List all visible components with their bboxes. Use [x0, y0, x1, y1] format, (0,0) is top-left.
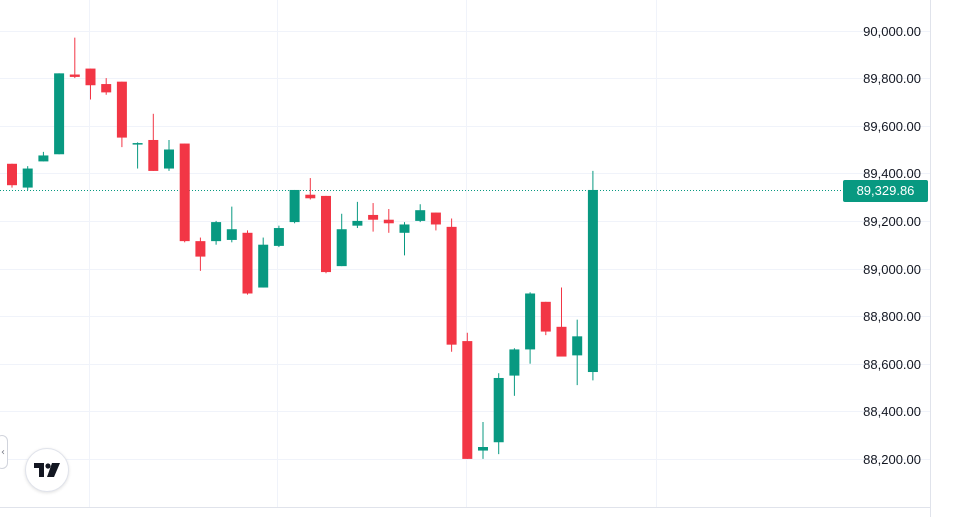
- candle: [462, 332, 473, 459]
- candle-body: [242, 232, 253, 294]
- candle-body: [22, 168, 33, 188]
- candle: [321, 195, 331, 274]
- candle-body: [54, 73, 65, 155]
- candle-body: [525, 293, 536, 350]
- candle: [587, 170, 598, 381]
- candle: [336, 213, 347, 267]
- candle-body: [305, 194, 316, 199]
- candle: [430, 212, 441, 231]
- price-axis: 90,000.00 89,800.00 89,600.00 89,400.00 89,2…: [863, 24, 921, 467]
- y-tick-label: 89,000.00: [863, 262, 921, 277]
- candle: [85, 68, 96, 100]
- candle: [226, 206, 237, 243]
- candle-body: [446, 226, 457, 345]
- candle-body: [556, 326, 567, 357]
- candle-body: [164, 149, 174, 169]
- candle: [556, 287, 567, 357]
- y-tick-label: 90,000.00: [863, 24, 921, 39]
- candle: [148, 113, 159, 171]
- candle-body: [289, 189, 300, 223]
- candle-body: [211, 222, 222, 242]
- candle-body: [179, 143, 190, 242]
- last-price-badge: 89,329.86: [843, 180, 928, 202]
- candle: [101, 78, 112, 95]
- y-tick-label: 88,800.00: [863, 309, 921, 324]
- candle-body: [116, 81, 127, 138]
- candle: [211, 220, 222, 245]
- candle: [493, 373, 504, 455]
- candle-body: [399, 224, 410, 233]
- candle-body: [132, 143, 143, 145]
- candle: [446, 218, 457, 352]
- tradingview-logo-icon[interactable]: [25, 448, 69, 492]
- candle-body: [352, 220, 363, 226]
- candle-body: [258, 244, 269, 288]
- candle: [258, 237, 269, 288]
- y-tick-label: 89,400.00: [863, 166, 921, 181]
- candle: [38, 151, 49, 162]
- candle: [540, 301, 551, 336]
- candle: [195, 237, 206, 271]
- candle-body: [383, 219, 394, 224]
- candle: [368, 203, 379, 232]
- candle: [509, 348, 520, 396]
- candle-body: [101, 84, 112, 93]
- candle: [242, 230, 253, 295]
- y-tick-label: 89,200.00: [863, 214, 921, 229]
- candle-body: [368, 214, 379, 220]
- candle: [415, 204, 426, 223]
- y-tick-label: 88,400.00: [863, 404, 921, 419]
- candle-body: [273, 228, 284, 246]
- candle-body: [587, 189, 598, 373]
- candle: [132, 142, 143, 169]
- candle: [399, 222, 410, 256]
- candle: [273, 225, 284, 248]
- candle-body: [7, 163, 17, 186]
- candle-body: [38, 155, 49, 162]
- candle: [116, 81, 127, 148]
- candle: [7, 163, 17, 188]
- candle-body: [509, 349, 520, 376]
- candle-body: [85, 68, 96, 86]
- y-tick-label: 88,600.00: [863, 357, 921, 372]
- candle: [69, 37, 80, 79]
- y-tick-label: 89,600.00: [863, 119, 921, 134]
- candle-body: [540, 301, 551, 332]
- candle: [179, 143, 190, 243]
- candle: [22, 166, 33, 190]
- y-tick-label: 89,800.00: [863, 71, 921, 86]
- candle: [525, 292, 536, 364]
- candle: [164, 139, 174, 171]
- chevron-left-icon[interactable]: ‹: [0, 435, 8, 469]
- candle-body: [195, 241, 206, 257]
- candle: [478, 422, 488, 459]
- candle: [289, 189, 300, 224]
- candle-body: [462, 341, 473, 459]
- candle-body: [478, 447, 488, 451]
- candle-body: [572, 336, 583, 356]
- candle: [352, 201, 363, 229]
- candle: [54, 73, 65, 155]
- candle: [572, 319, 583, 386]
- candle-body: [226, 229, 237, 240]
- candle: [305, 178, 316, 200]
- candle-body: [321, 195, 331, 273]
- candles: [7, 37, 598, 459]
- candle-body: [493, 377, 504, 443]
- candle-body: [69, 74, 80, 77]
- candle-body: [336, 229, 347, 267]
- candle: [383, 209, 394, 233]
- y-tick-label: 88,200.00: [863, 452, 921, 467]
- candle-body: [430, 212, 441, 225]
- tradingview-logo-glyph: [34, 463, 60, 477]
- candle-body: [148, 139, 159, 171]
- candle-body: [415, 210, 426, 221]
